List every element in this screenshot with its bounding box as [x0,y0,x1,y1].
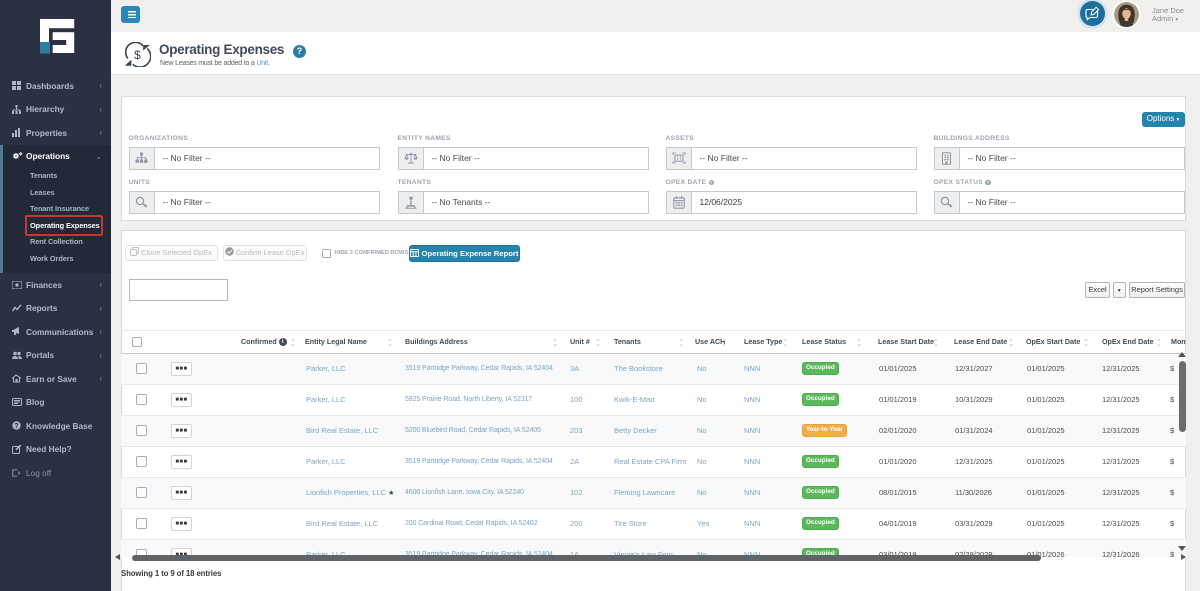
svg-text:?: ? [14,423,18,430]
svg-text:$: $ [134,48,141,62]
